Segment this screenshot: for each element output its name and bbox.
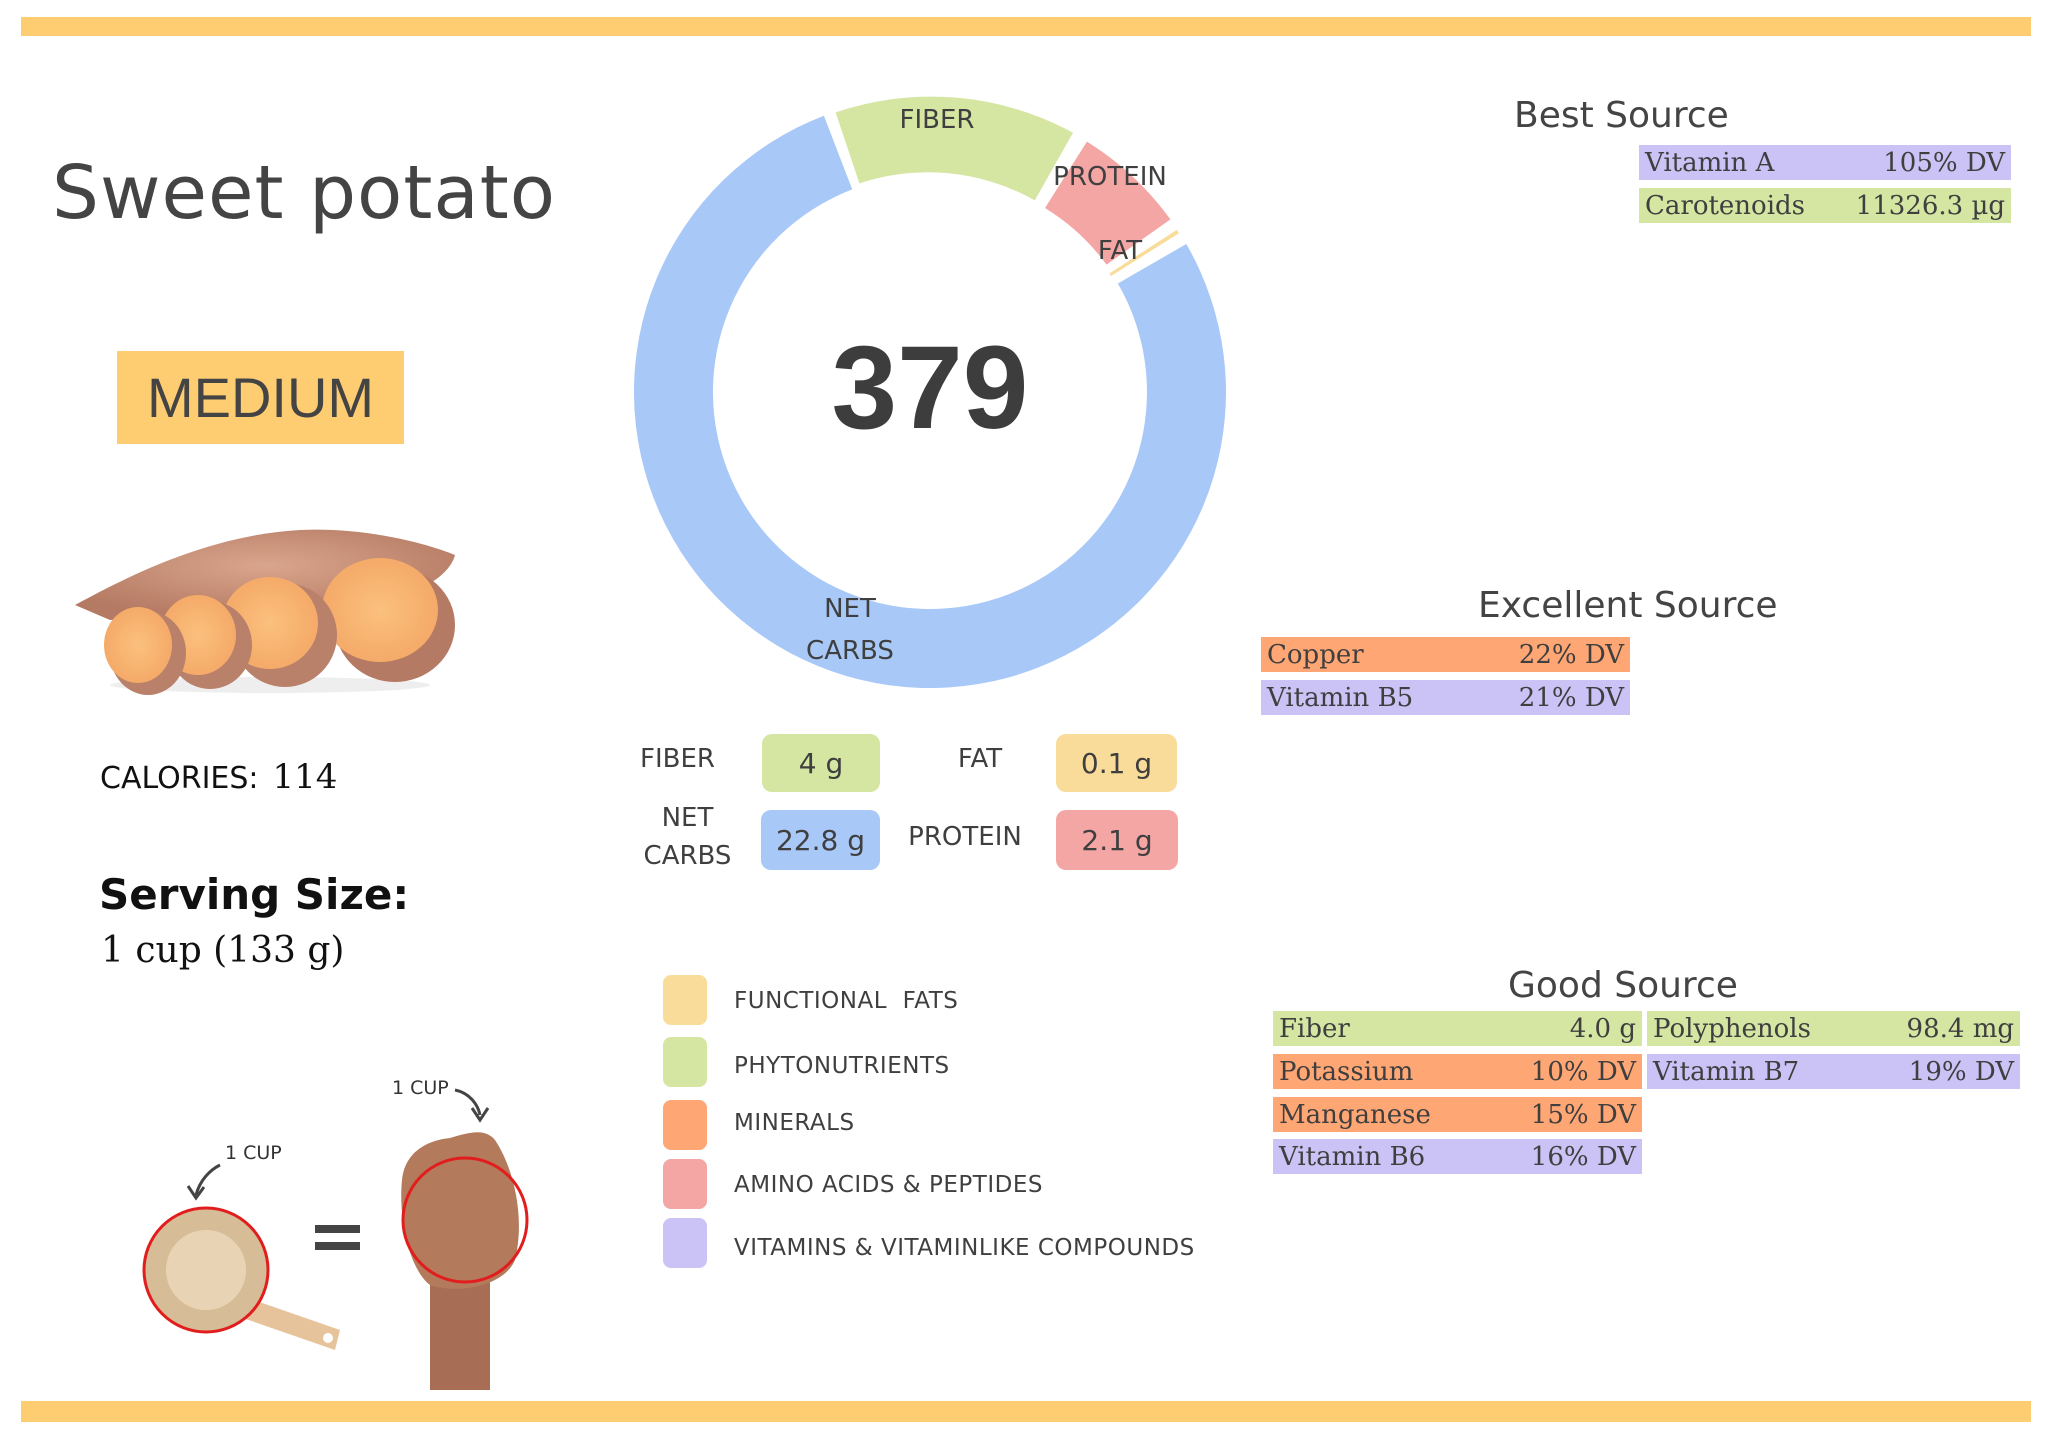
best-source-row-vitamin-a: Vitamin A 105% DV: [1639, 145, 2011, 180]
good-source-heading: Good Source: [1508, 965, 1738, 1006]
segment-protein: [1045, 141, 1171, 265]
cup-label: 1 CUP: [225, 1142, 282, 1164]
serving-size-value: 1 cup (133 g): [101, 930, 345, 971]
macro-value-protein: 2.1 g: [1056, 810, 1178, 870]
segment-fat: [1109, 229, 1179, 276]
legend-swatch-amino-acids: [663, 1159, 707, 1209]
best-source-row-carotenoids: Carotenoids 11326.3 µg: [1639, 188, 2011, 223]
excellent-source-row-copper: Copper 22% DV: [1261, 637, 1630, 672]
donut-label-fiber: FIBER: [899, 105, 975, 135]
sweet-potato-image: [70, 505, 460, 695]
donut-label-protein: PROTEIN: [1053, 162, 1167, 192]
best-source-heading: Best Source: [1514, 95, 1729, 136]
legend-label-functional-fats: FUNCTIONAL FATS: [734, 988, 959, 1014]
excellent-source-row-vitamin-b5: Vitamin B5 21% DV: [1261, 680, 1630, 715]
calories-value: 114: [272, 757, 338, 797]
donut-label-net-carbs: NET CARBS: [806, 594, 894, 666]
legend-swatch-functional-fats: [663, 975, 707, 1025]
macro-donut-chart: FIBER PROTEIN FAT NET CARBS: [630, 96, 1230, 696]
legend-label-phytonutrients: PHYTONUTRIENTS: [734, 1053, 950, 1079]
serving-size-label: Serving Size:: [99, 870, 410, 919]
donut-label-fat: FAT: [1097, 236, 1143, 266]
macro-label-net-carbs: NET CARBS: [643, 803, 732, 871]
excellent-source-heading: Excellent Source: [1478, 585, 1778, 626]
size-badge: MEDIUM: [117, 351, 404, 444]
bottom-accent-bar: [21, 1401, 2031, 1422]
top-accent-bar: [21, 17, 2031, 36]
macro-value-fat: 0.1 g: [1056, 734, 1177, 792]
macro-label-fat: FAT: [957, 744, 1003, 774]
legend-label-amino-acids: AMINO ACIDS & PEPTIDES: [734, 1172, 1043, 1198]
good-source-row-vitamin-b7: Vitamin B7 19% DV: [1647, 1054, 2020, 1089]
legend-swatch-vitamins: [663, 1218, 707, 1268]
legend-label-minerals: MINERALS: [734, 1110, 855, 1136]
good-source-row-vitamin-b6: Vitamin B6 16% DV: [1273, 1139, 1642, 1174]
fist-icon: [401, 1132, 529, 1390]
segment-fiber: [835, 96, 1073, 201]
good-source-row-manganese: Manganese 15% DV: [1273, 1097, 1642, 1132]
calories: CALORIES: 114: [100, 757, 337, 797]
macro-label-protein: PROTEIN: [908, 822, 1022, 852]
macro-value-fiber: 4 g: [762, 734, 880, 792]
measuring-cup-icon: [142, 1206, 340, 1350]
donut-center-value: 379: [831, 322, 1029, 454]
legend-swatch-phytonutrients: [663, 1037, 707, 1087]
calories-label: CALORIES:: [100, 761, 259, 796]
good-source-row-fiber: Fiber 4.0 g: [1273, 1011, 1642, 1046]
good-source-row-polyphenols: Polyphenols 98.4 mg: [1647, 1011, 2020, 1046]
food-title: Sweet potato: [52, 150, 556, 236]
legend-swatch-minerals: [663, 1100, 707, 1150]
macro-value-net-carbs: 22.8 g: [761, 810, 880, 870]
macro-label-fiber: FIBER: [640, 744, 715, 774]
good-source-row-potassium: Potassium 10% DV: [1273, 1054, 1642, 1089]
portion-guide: 1 CUP 1 CUP: [130, 1060, 550, 1390]
legend-label-vitamins: VITAMINS & VITAMINLIKE COMPOUNDS: [734, 1235, 1195, 1261]
fist-label: 1 CUP: [392, 1077, 449, 1099]
